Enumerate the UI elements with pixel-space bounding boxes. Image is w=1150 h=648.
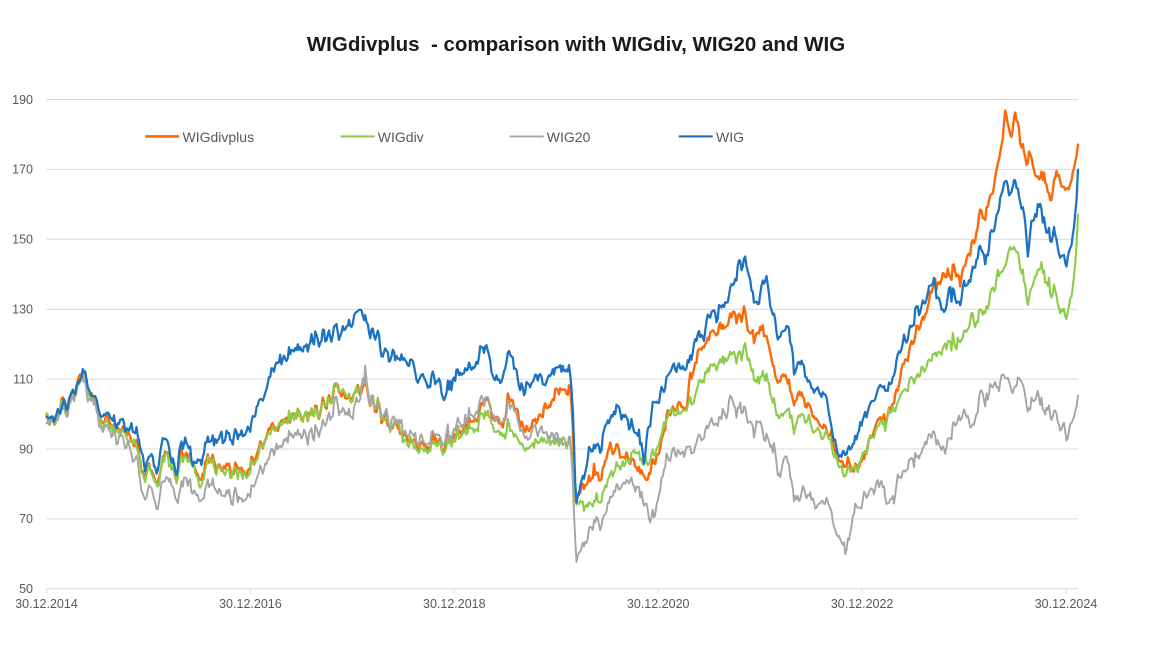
- svg-text:150: 150: [12, 233, 33, 247]
- svg-text:30.12.2018: 30.12.2018: [423, 597, 486, 611]
- svg-text:WIG20: WIG20: [547, 129, 591, 145]
- svg-text:WIGdiv: WIGdiv: [378, 129, 424, 145]
- svg-text:70: 70: [19, 512, 33, 526]
- svg-text:WIGdivplus - comparison with: WIGdivplus - comparison with WIGdiv, WIG…: [307, 33, 845, 56]
- svg-text:30.12.2016: 30.12.2016: [219, 597, 282, 611]
- svg-text:90: 90: [19, 442, 33, 456]
- svg-text:WIG: WIG: [716, 129, 744, 145]
- svg-text:30.12.2014: 30.12.2014: [15, 597, 78, 611]
- svg-text:30.12.2022: 30.12.2022: [831, 597, 894, 611]
- svg-text:110: 110: [13, 372, 33, 386]
- svg-text:170: 170: [12, 163, 33, 177]
- svg-text:30.12.2024: 30.12.2024: [1035, 597, 1098, 611]
- svg-text:50: 50: [19, 582, 33, 596]
- svg-text:WIGdivplus: WIGdivplus: [183, 129, 255, 145]
- svg-text:30.12.2020: 30.12.2020: [627, 597, 690, 611]
- svg-text:130: 130: [12, 303, 33, 317]
- svg-text:190: 190: [12, 93, 33, 107]
